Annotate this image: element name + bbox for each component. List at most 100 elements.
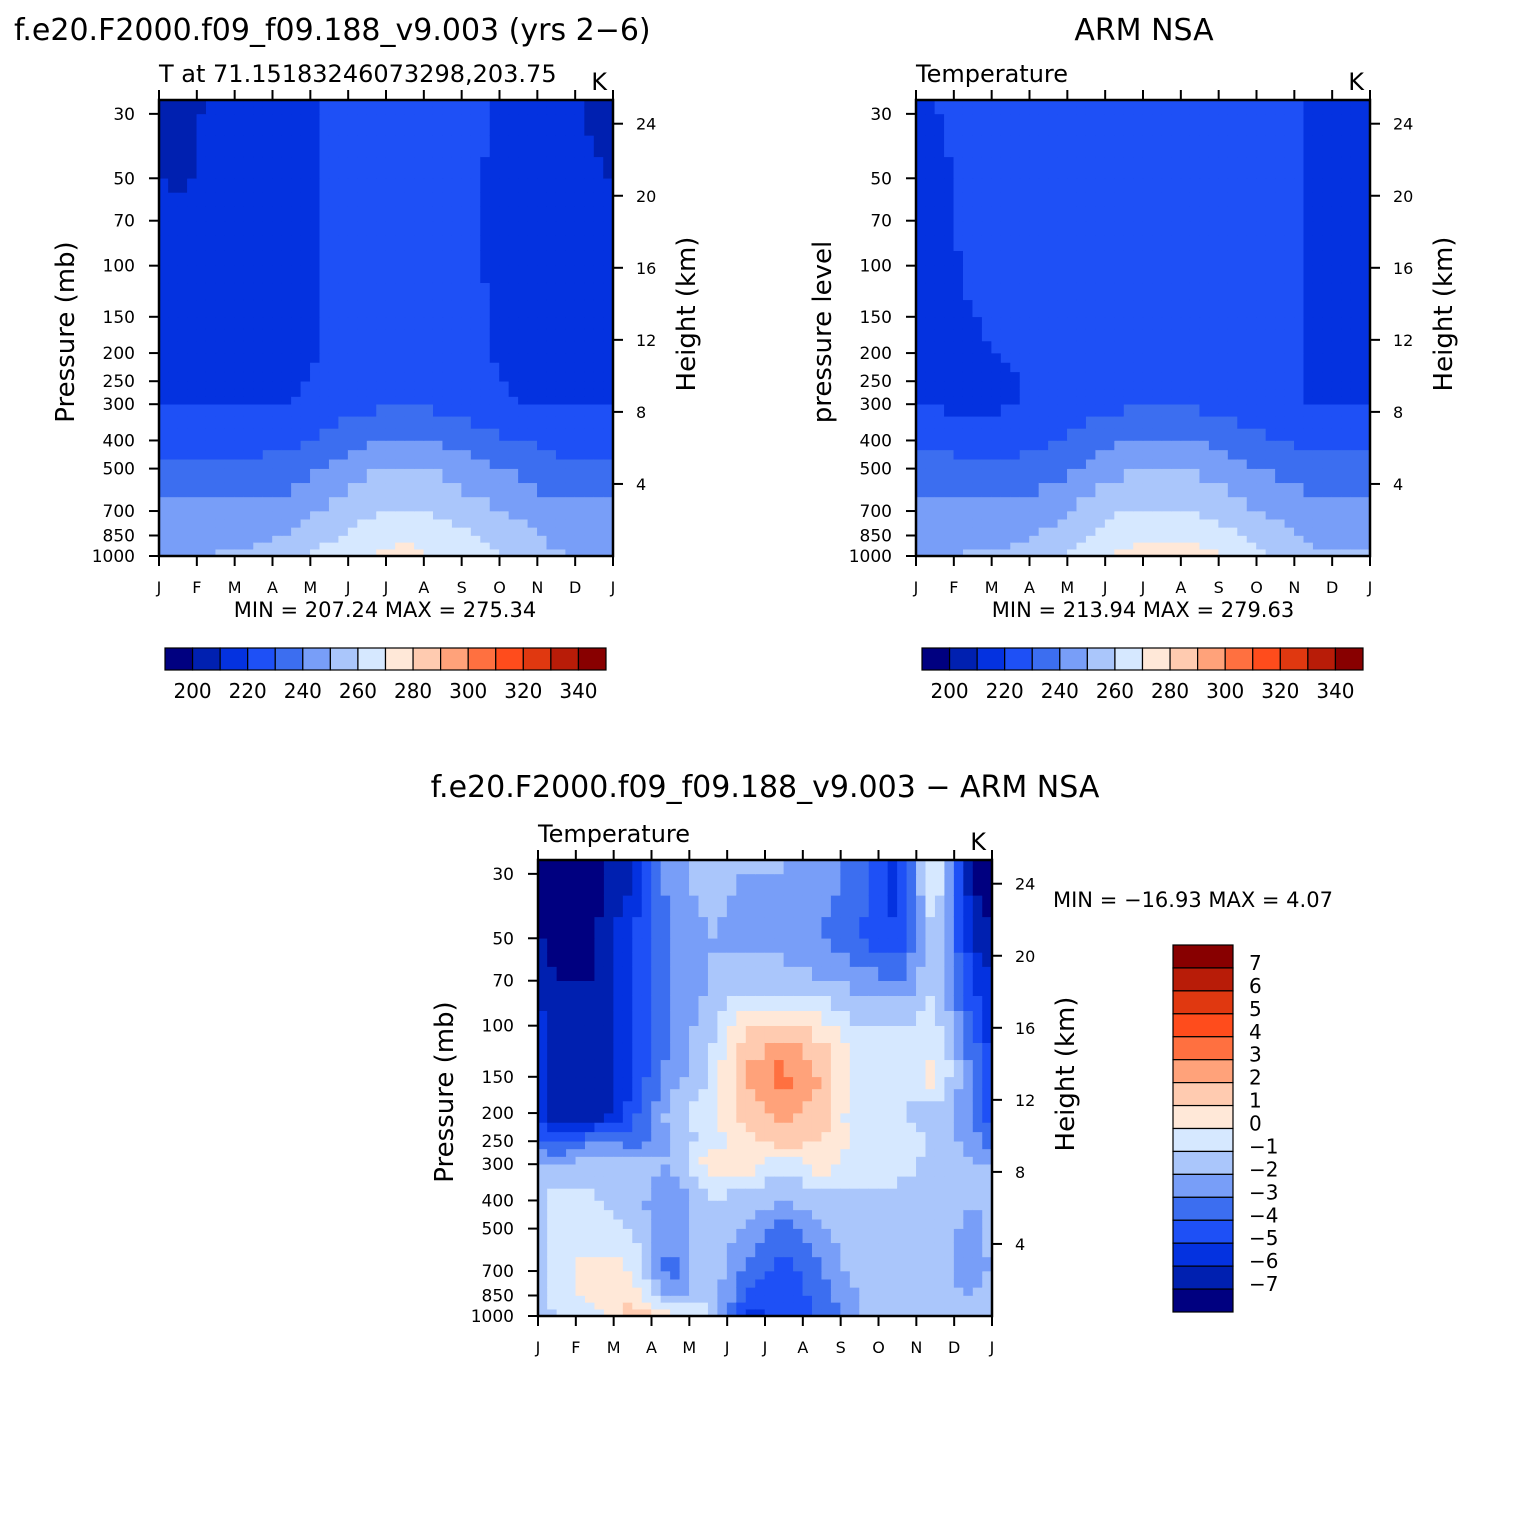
contour-cell [508, 113, 519, 136]
contour-cell [300, 496, 311, 512]
contour-cell [537, 371, 548, 382]
contour-cell [291, 527, 302, 536]
contour-cell [262, 135, 273, 158]
contour-cell [849, 1112, 860, 1123]
contour-cell [1265, 106, 1276, 115]
contour-cell [1019, 542, 1030, 550]
contour-cell [291, 106, 302, 115]
contour-cell [651, 1175, 662, 1189]
contour-cell [925, 1148, 936, 1157]
contour-cell [574, 106, 585, 115]
contour-cell [764, 1175, 775, 1189]
contour-cell [670, 1302, 681, 1310]
contour-cell [1048, 106, 1059, 115]
contour-cell [1312, 403, 1324, 417]
contour-cell [868, 1112, 879, 1123]
contour-cell [508, 328, 519, 342]
contour-cell [546, 396, 557, 405]
contour-cell [489, 510, 500, 520]
contour-cell [1038, 388, 1049, 397]
contour-cell [461, 135, 472, 158]
contour-cell [953, 340, 964, 354]
contour-cell [319, 458, 330, 469]
contour-cell [1095, 535, 1106, 543]
contour-cell [1161, 100, 1172, 108]
contour-cell [272, 428, 283, 441]
contour-cell [461, 428, 472, 441]
contour-cell [537, 340, 548, 354]
contour-cell [1152, 192, 1163, 207]
contour-cell [1142, 113, 1153, 136]
contour-cell [442, 527, 453, 536]
contour-cell [291, 235, 302, 251]
contour-cell [1350, 282, 1361, 301]
contour-cell [432, 396, 444, 405]
contour-cell [981, 415, 992, 429]
contour-cell [1048, 458, 1059, 469]
contour-cell [168, 299, 179, 318]
contour-cell [726, 1302, 737, 1310]
contour-cell [574, 380, 585, 390]
contour-cell [328, 440, 340, 451]
contour-cell [594, 1209, 605, 1220]
contour-cell [215, 535, 226, 543]
contour-cell [717, 1156, 728, 1165]
contour-cell [962, 340, 974, 354]
contour-cell [566, 1140, 577, 1150]
contour-cell [177, 106, 188, 115]
contour-cell [555, 352, 567, 363]
contour-cell [916, 113, 926, 136]
contour-cell [489, 192, 500, 207]
contour-cell [385, 535, 396, 543]
contour-cell [1142, 482, 1153, 498]
contour-cell [547, 1302, 558, 1310]
contour-cell [366, 340, 377, 354]
contour-cell [1246, 440, 1257, 451]
contour-cell [774, 1131, 785, 1142]
contour-cell [1218, 415, 1229, 429]
contour-cell [574, 265, 585, 284]
contour-cell [1057, 316, 1068, 330]
contour-cell [991, 548, 1002, 556]
contour-cell [538, 1163, 548, 1177]
contour-cell [698, 1308, 709, 1316]
contour-cell [584, 282, 595, 301]
contour-cell [1294, 510, 1305, 520]
contour-cell [196, 340, 207, 354]
contour-cell [159, 220, 169, 236]
contour-cell [1189, 428, 1201, 441]
contour-cell [357, 156, 368, 179]
contour-cell [603, 1140, 614, 1150]
contour-cell [262, 468, 273, 484]
contour-cell [679, 1302, 690, 1310]
contour-cell [310, 415, 321, 429]
contour-cell [234, 206, 245, 222]
contour-cell [489, 250, 500, 266]
contour-cell [897, 1140, 908, 1150]
contour-cell [566, 1076, 577, 1090]
contour-cell [262, 282, 273, 301]
contour-cell [1095, 468, 1106, 484]
contour-cell [1303, 235, 1314, 251]
contour-cell [859, 1218, 870, 1229]
contour-cell [328, 458, 340, 469]
contour-cell [783, 1148, 794, 1157]
contour-cell [1294, 440, 1305, 451]
contour-cell [385, 396, 396, 405]
contour-cell [281, 468, 292, 484]
contour-cell [849, 1140, 860, 1150]
contour-cell [376, 542, 387, 550]
contour-cell [177, 177, 188, 193]
contour-cell [574, 113, 585, 136]
contour-cell [338, 535, 349, 543]
contour-cell [916, 468, 926, 484]
contour-cell [1294, 250, 1305, 266]
contour-cell [1218, 396, 1229, 405]
contour-cell [442, 535, 453, 543]
contour-cell [518, 299, 529, 318]
contour-cell [944, 1112, 955, 1123]
contour-cell [897, 1218, 908, 1229]
contour-cell [196, 106, 207, 115]
contour-cell [1303, 468, 1314, 484]
contour-cell [934, 235, 945, 251]
